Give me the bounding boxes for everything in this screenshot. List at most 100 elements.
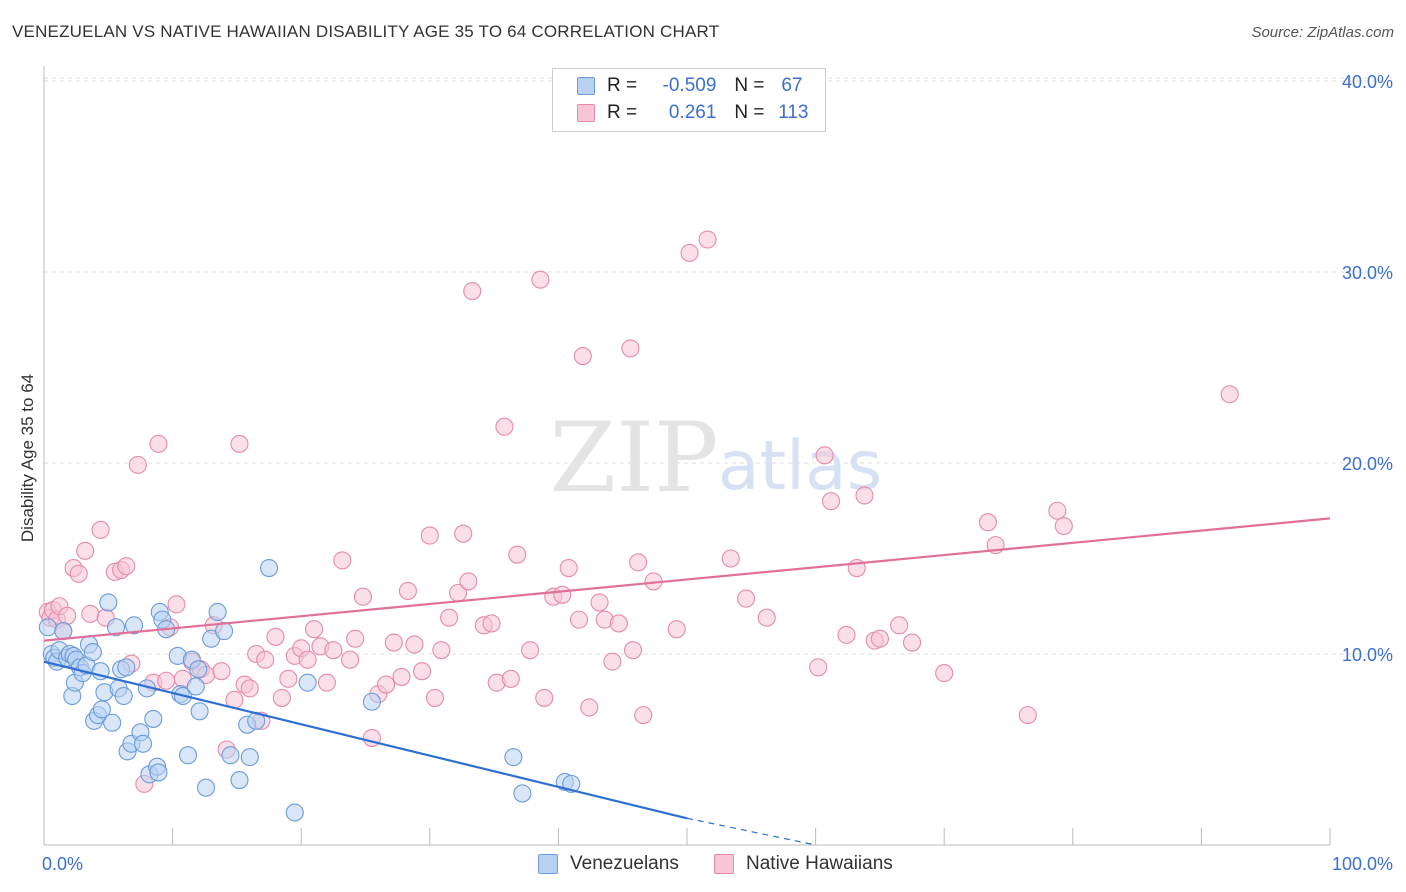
legend-item-native-hawaiians[interactable]: Native Hawaiians <box>714 852 893 876</box>
legend-n-value: 113 <box>778 102 809 123</box>
native-hawaiian-point <box>629 553 648 572</box>
native-hawaiian-point <box>81 604 100 623</box>
legend-r-value: -0.509 <box>662 75 717 96</box>
venezuelan-point <box>149 763 168 782</box>
native-hawaiian-point <box>69 564 88 583</box>
native-hawaiian-point <box>440 608 459 627</box>
legend-swatch-pink <box>577 104 595 122</box>
native-hawaiian-point <box>623 641 643 660</box>
data-points <box>38 230 1239 822</box>
legend-row-venezuelans: R = -0.509 N = 67 <box>577 73 803 99</box>
native-hawaiian-point <box>870 629 889 648</box>
venezuelan-point <box>285 803 304 822</box>
venezuelan-point <box>38 618 57 637</box>
venezuelan-point <box>106 618 126 637</box>
native-hawaiian-point <box>634 706 653 725</box>
venezuelan-point <box>92 700 111 719</box>
native-hawaiian-point <box>580 698 599 717</box>
native-hawaiian-point <box>890 616 909 635</box>
native-hawaiian-point <box>459 572 478 591</box>
native-hawaiian-point <box>305 620 324 639</box>
native-hawaiian-point <box>392 667 411 686</box>
native-hawaiian-point <box>157 671 176 690</box>
native-hawaiian-point <box>698 230 717 249</box>
venezuelan-point <box>504 748 523 767</box>
venezuelan-point <box>133 734 153 753</box>
native-hawaiian-point <box>482 614 501 633</box>
native-hawaiian-point <box>454 524 473 543</box>
legend-swatch-pink <box>714 854 734 874</box>
native-hawaiian-point <box>405 635 424 654</box>
native-hawaiian-point <box>317 673 336 692</box>
native-hawaiian-point <box>353 587 372 606</box>
venezuelan-point <box>230 771 249 790</box>
venezuelan-point <box>103 713 122 732</box>
y-tick-label: 10.0% <box>1342 645 1393 665</box>
native-hawaiian-point <box>621 339 640 358</box>
venezuelan-point <box>513 784 532 803</box>
native-hawaiian-point <box>58 606 77 625</box>
native-hawaiian-point <box>978 513 997 532</box>
native-hawaiian-point <box>128 455 147 474</box>
native-hawaiian-point <box>240 679 259 698</box>
venezuelan-point <box>189 660 208 679</box>
native-hawaiian-point <box>167 595 186 614</box>
trend-lines <box>43 517 1331 846</box>
venezuelan-point <box>298 673 317 692</box>
y-tick-label: 20.0% <box>1342 454 1393 474</box>
venezuelan-point <box>208 602 227 622</box>
native-hawaiian-point <box>384 633 403 652</box>
venezuelan-point <box>178 746 198 765</box>
legend-label-venezuelans: Venezuelans <box>570 853 679 874</box>
correlation-legend: R = -0.509 N = 67 R = 0.261 N = 113 <box>552 68 826 132</box>
legend-label-native-hawaiians: Native Hawaiians <box>746 853 893 874</box>
native-hawaiian-point <box>737 589 756 608</box>
venezuelan-point <box>117 658 136 677</box>
native-hawaiian-point <box>902 633 922 652</box>
native-hawaiian-trend-line <box>43 517 1331 642</box>
native-hawaiian-point <box>531 270 550 289</box>
native-hawaiian-point <box>76 541 95 560</box>
native-hawaiian-point <box>559 558 578 578</box>
native-hawaiian-point <box>680 243 699 262</box>
native-hawaiian-point <box>324 641 343 660</box>
y-tick-label: 40.0% <box>1342 72 1393 92</box>
watermark-zip: ZIP <box>549 402 718 514</box>
native-hawaiian-point <box>508 545 527 564</box>
axes <box>43 66 1331 846</box>
native-hawaiian-point <box>573 346 592 366</box>
venezuelan-point <box>83 643 102 662</box>
venezuelan-point <box>259 558 279 578</box>
venezuelan-point <box>114 686 133 706</box>
venezuelan-trend-line <box>43 660 688 820</box>
venezuelan-point <box>240 748 259 767</box>
native-hawaiian-point <box>398 581 417 601</box>
native-hawaiian-point <box>212 662 231 681</box>
native-hawaiian-point <box>91 520 110 539</box>
x-tick-label: 100.0% <box>1332 854 1393 874</box>
native-hawaiian-point <box>117 557 136 576</box>
native-hawaiian-point <box>609 614 628 633</box>
native-hawaiian-point <box>553 585 572 604</box>
venezuelan-point <box>196 778 216 797</box>
grid-lines <box>44 77 1394 655</box>
native-hawaiian-point <box>149 434 168 453</box>
venezuelan-point <box>362 692 381 711</box>
native-hawaiian-point <box>1048 501 1067 520</box>
native-hawaiian-point <box>272 688 291 707</box>
venezuelan-point <box>144 709 163 728</box>
native-hawaiian-point <box>230 434 249 453</box>
native-hawaiian-point <box>1018 706 1037 725</box>
legend-n-label: N = <box>734 102 765 123</box>
native-hawaiian-point <box>463 282 482 301</box>
source-credit: Source: ZipAtlas.com <box>1251 24 1394 41</box>
x-tick-label: 0.0% <box>42 854 83 874</box>
native-hawaiian-point <box>721 549 740 568</box>
native-hawaiian-point <box>535 688 554 707</box>
native-hawaiian-point <box>521 641 540 660</box>
tick-labels: 10.0% 20.0% 30.0% 40.0% 0.0% 100.0% <box>42 72 1393 874</box>
venezuelan-point <box>221 746 240 765</box>
y-tick-label: 30.0% <box>1342 263 1393 283</box>
legend-item-venezuelans[interactable]: Venezuelans <box>538 852 679 876</box>
